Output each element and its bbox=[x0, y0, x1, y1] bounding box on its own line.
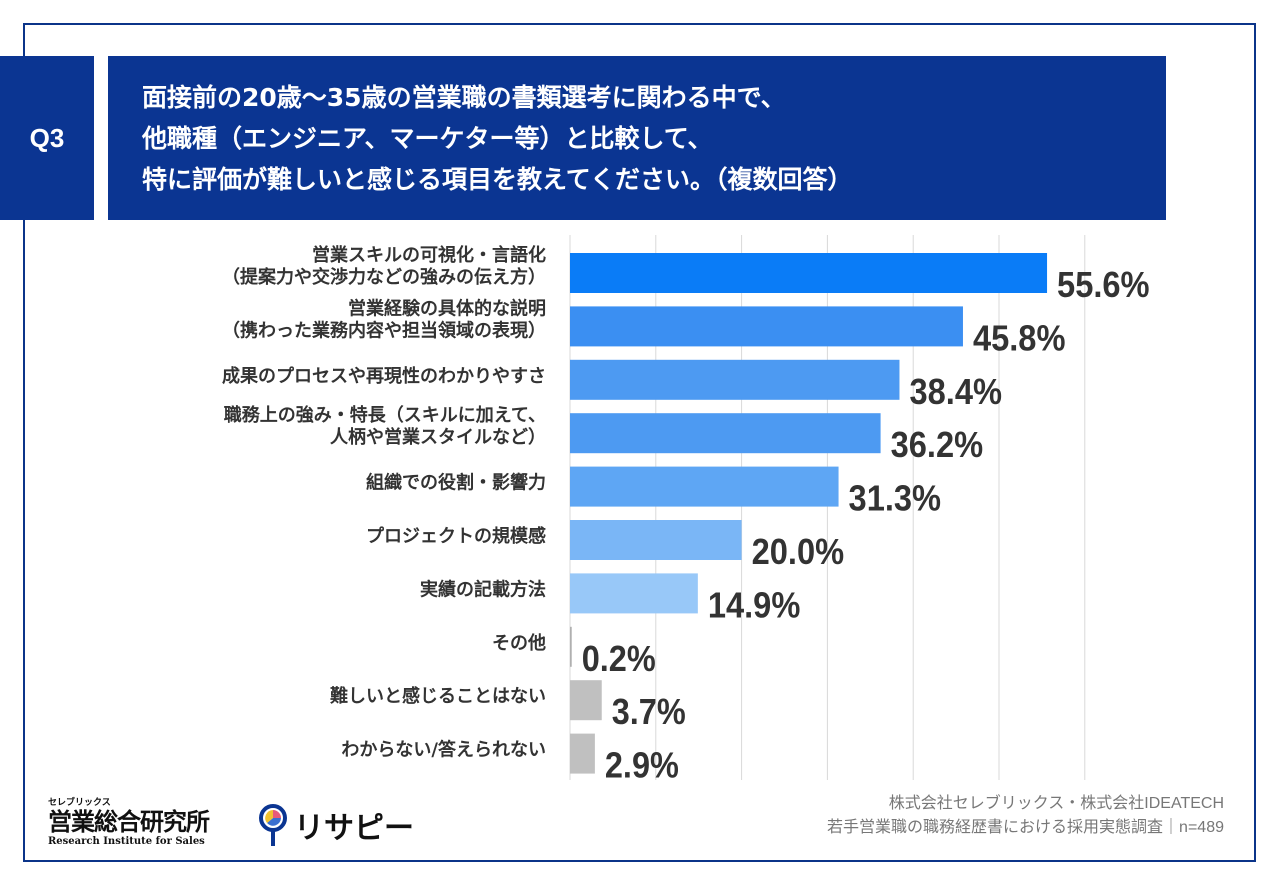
logo-english: Research Institute for Sales bbox=[48, 836, 205, 847]
bar bbox=[570, 573, 698, 614]
value-label: 3.7% bbox=[612, 691, 686, 732]
value-label: 38.4% bbox=[909, 371, 1002, 412]
source-note: 株式会社セレブリックス・株式会社IDEATECH 若手営業職の職務経歴書における… bbox=[827, 792, 1224, 840]
category-label: （携わった業務内容や担当領域の表現） bbox=[222, 319, 546, 341]
category-label: その他 bbox=[492, 632, 546, 654]
value-label: 55.6% bbox=[1057, 264, 1150, 305]
category-label: 職務上の強み・特長（スキルに加えて、 bbox=[224, 404, 546, 426]
logo-name: 営業総合研究所 bbox=[48, 807, 210, 836]
value-label: 14.9% bbox=[708, 584, 801, 625]
value-label: 20.0% bbox=[752, 531, 845, 572]
category-label: （提案力や交渉力などの強みの伝え方） bbox=[222, 266, 546, 288]
category-label: 成果のプロセスや再現性のわかりやすさ bbox=[222, 365, 546, 387]
question-title: 面接前の20歳～35歳の営業職の書類選考に関わる中で、 他職種（エンジニア、マー… bbox=[108, 56, 1166, 220]
logo-research-institute: セレブリックス 営業総合研究所 Research Institute for S… bbox=[48, 795, 210, 847]
title-line: 面接前の20歳～35歳の営業職の書類選考に関わる中で、 bbox=[142, 83, 786, 112]
category-label: 営業経験の具体的な説明 bbox=[348, 297, 546, 319]
category-label: 人柄や営業スタイルなど） bbox=[330, 426, 546, 448]
value-label: 2.9% bbox=[605, 745, 679, 780]
question-badge: Q3 bbox=[0, 56, 94, 220]
category-label: 実績の記載方法 bbox=[420, 578, 546, 600]
bar bbox=[570, 359, 900, 400]
category-label: 組織での役割・影響力 bbox=[366, 472, 546, 494]
bar-chart: 55.6% 営業スキルの可視化・言語化（提案力や交渉力などの強みの伝え方） 45.8… bbox=[222, 235, 1150, 780]
source-line: 若手営業職の職務経歴書における採用実態調査｜n=489 bbox=[827, 819, 1224, 836]
bar bbox=[570, 680, 602, 721]
bar bbox=[570, 733, 595, 774]
logo-kana: セレブリックス bbox=[48, 798, 111, 808]
bar bbox=[570, 626, 572, 667]
pin-icon bbox=[259, 804, 287, 846]
category-label: プロジェクトの規模感 bbox=[366, 525, 546, 547]
source-line: 株式会社セレブリックス・株式会社IDEATECH bbox=[888, 795, 1224, 812]
bar bbox=[570, 520, 742, 560]
title-line: 他職種（エンジニア、マーケター等）と比較して、 bbox=[142, 124, 713, 153]
bar bbox=[570, 306, 963, 347]
title-line: 特に評価が難しいと感じる項目を教えてください。（複数回答） bbox=[142, 165, 853, 194]
value-label: 0.2% bbox=[582, 638, 656, 679]
category-label: わからない/答えられない bbox=[341, 739, 546, 761]
category-label: 営業スキルの可視化・言語化 bbox=[312, 244, 546, 266]
bar bbox=[570, 253, 1048, 293]
value-label: 31.3% bbox=[849, 478, 942, 519]
logo-risapy: リサピー bbox=[258, 803, 414, 847]
bar bbox=[570, 413, 881, 454]
bar bbox=[570, 466, 839, 507]
value-label: 45.8% bbox=[973, 317, 1066, 358]
category-label: 難しいと感じることはない bbox=[330, 685, 546, 707]
logo-text: リサピー bbox=[294, 811, 414, 846]
value-label: 36.2% bbox=[891, 424, 984, 465]
